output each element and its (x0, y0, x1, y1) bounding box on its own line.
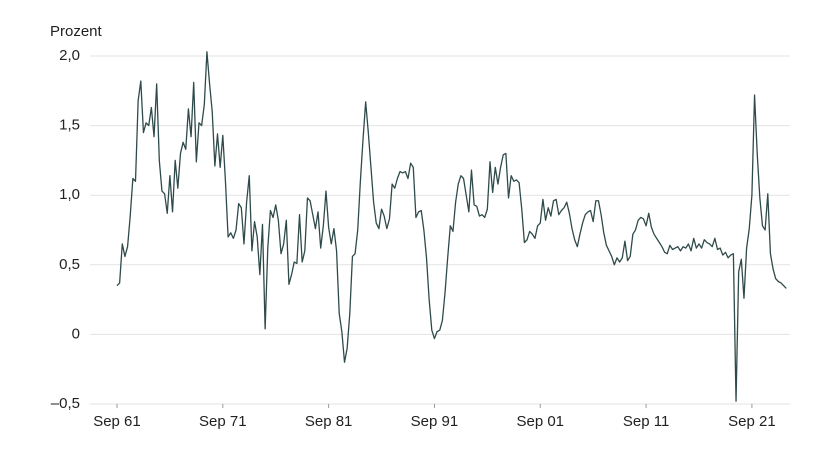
x-tick-label: Sep 81 (305, 413, 353, 430)
x-tick-label: Sep 91 (411, 413, 459, 430)
y-tick-label: 0 (72, 325, 80, 342)
y-tick-label: 2,0 (59, 47, 80, 64)
x-tick-label: Sep 21 (728, 413, 776, 430)
x-tick-label: Sep 71 (199, 413, 247, 430)
y-tick-label: –0,5 (51, 395, 80, 412)
x-tick-label: Sep 01 (516, 413, 564, 430)
data-line (116, 51, 787, 402)
y-axis-label: Prozent (50, 23, 103, 40)
x-tick-label: Sep 11 (623, 413, 669, 430)
y-tick-label: 0,5 (59, 256, 80, 273)
y-tick-label: 1,5 (59, 117, 80, 134)
x-tick-label: Sep 61 (93, 413, 141, 430)
y-tick-label: 1,0 (59, 186, 80, 203)
